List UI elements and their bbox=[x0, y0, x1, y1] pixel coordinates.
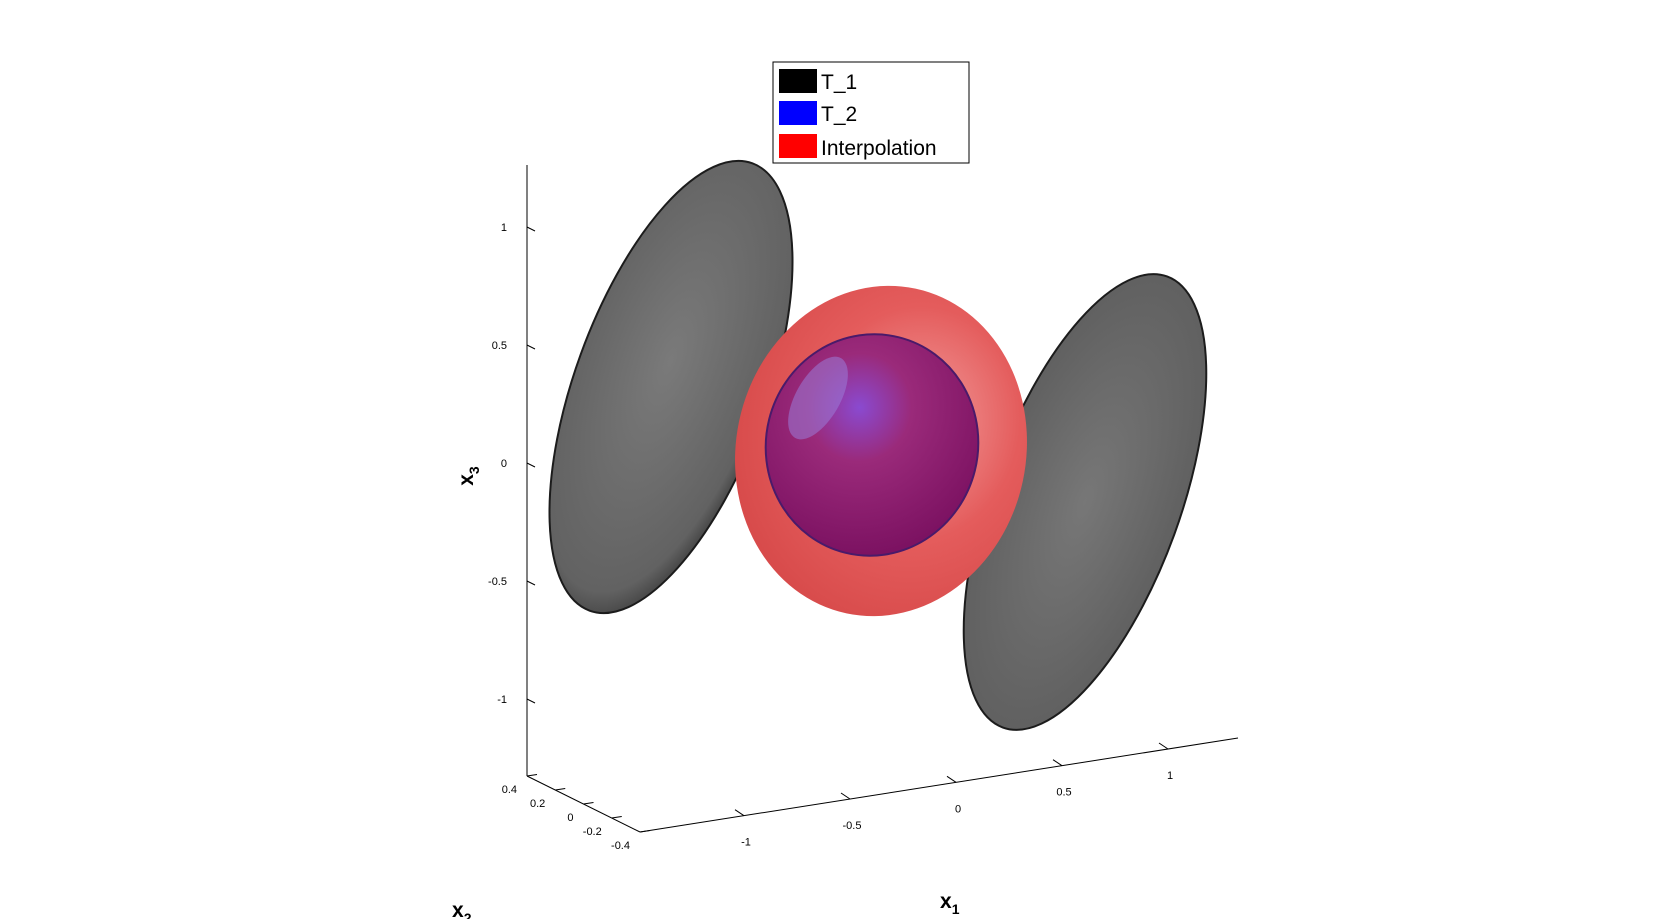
y-tick-mark bbox=[583, 802, 594, 805]
z-axis-label: x3 bbox=[455, 466, 482, 486]
y-tick-mark bbox=[555, 788, 566, 791]
x-tick-mark bbox=[1052, 759, 1063, 767]
z-tick-mark bbox=[526, 698, 536, 704]
y-axis-label: x2 bbox=[452, 899, 472, 919]
y-tick-label: 0.4 bbox=[502, 784, 517, 796]
y-tick-label: 0 bbox=[567, 812, 573, 824]
legend-swatch-interpolation bbox=[779, 134, 817, 158]
y-tick-mark bbox=[639, 830, 651, 833]
x-tick-mark bbox=[946, 775, 957, 783]
y-tick-mark bbox=[611, 816, 622, 819]
x-tick-label: 1 bbox=[1167, 770, 1173, 782]
legend: T_1 T_2 Interpolation bbox=[772, 61, 970, 164]
z-tick-label: 1 bbox=[501, 222, 507, 234]
z-tick-label: 0 bbox=[501, 458, 507, 470]
z-tick-mark bbox=[526, 344, 536, 350]
z-tick-label: -0.5 bbox=[488, 576, 507, 588]
x-axis-label: x1 bbox=[940, 890, 960, 917]
axes: 1 0.5 0 -0.5 -1 0.4 0.2 0 -0.2 -0.4 -1 -0.5 0 0.5 1 bbox=[488, 165, 1239, 852]
legend-swatch-t1 bbox=[779, 69, 817, 93]
z-ticks: 1 0.5 0 -0.5 -1 bbox=[488, 222, 536, 706]
z-tick-mark bbox=[526, 580, 536, 586]
y-tick-label: -0.2 bbox=[583, 826, 602, 838]
z-tick-label: 0.5 bbox=[492, 340, 507, 352]
z-tick-mark bbox=[526, 462, 536, 468]
legend-label-interpolation: Interpolation bbox=[821, 137, 937, 160]
y-tick-mark bbox=[526, 774, 538, 777]
legend-swatch-t2 bbox=[779, 101, 817, 125]
surfaces bbox=[548, 159, 1208, 731]
x-axis-line bbox=[639, 737, 1239, 833]
y-ticks: 0.4 0.2 0 -0.2 -0.4 bbox=[502, 774, 651, 852]
x-tick-label: -0.5 bbox=[843, 820, 862, 832]
x-tick-mark bbox=[734, 809, 745, 817]
x-tick-label: 0.5 bbox=[1056, 787, 1071, 799]
x-tick-label: -1 bbox=[741, 837, 751, 849]
z-tick-mark bbox=[526, 226, 536, 232]
x-tick-label: 0 bbox=[955, 803, 961, 815]
z-tick-label: -1 bbox=[497, 694, 507, 706]
legend-label-t1: T_1 bbox=[821, 71, 857, 94]
legend-label-t2: T_2 bbox=[821, 103, 857, 126]
x-ticks: -1 -0.5 0 0.5 1 bbox=[734, 742, 1173, 849]
t2-highlight bbox=[788, 356, 848, 440]
x-tick-mark bbox=[840, 792, 851, 800]
y-tick-label: -0.4 bbox=[611, 840, 630, 852]
x-tick-mark bbox=[1158, 742, 1169, 750]
y-tick-label: 0.2 bbox=[530, 798, 545, 810]
